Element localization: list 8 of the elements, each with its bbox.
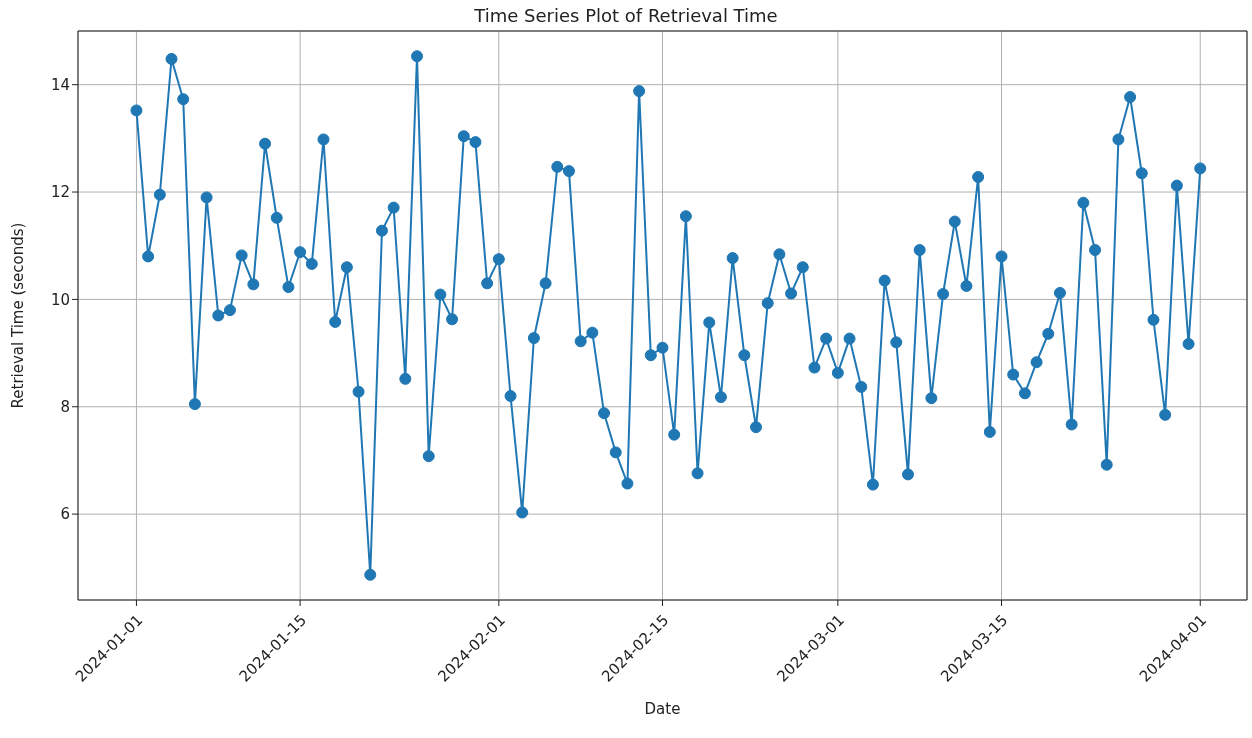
- y-tick-label: 14: [50, 76, 70, 94]
- x-axis-title: Date: [644, 700, 681, 718]
- y-tick-label: 10: [50, 290, 70, 309]
- y-tick-label: 12: [50, 183, 70, 202]
- chart-title: Time Series Plot of Retrieval Time: [473, 4, 779, 28]
- y-tick-label: 6: [60, 505, 70, 524]
- y-axis-title: Retrieval Time (seconds): [9, 222, 28, 409]
- y-tick-label: 8: [60, 398, 70, 417]
